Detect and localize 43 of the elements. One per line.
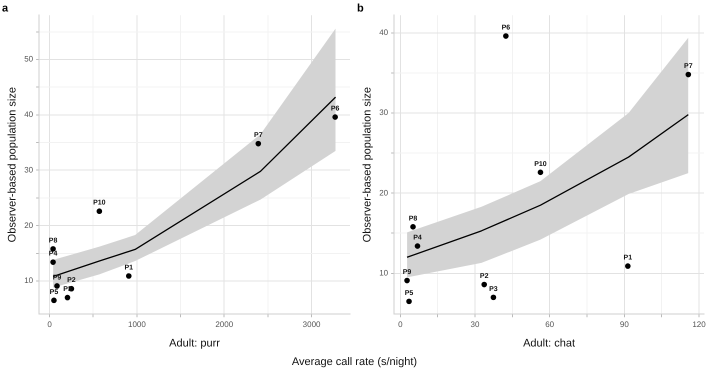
point: [96, 208, 102, 214]
point: [256, 140, 262, 146]
y-tick-label: 30: [379, 108, 389, 118]
x-tick-label: 1000: [128, 320, 146, 330]
y-tick-label: 10: [24, 276, 34, 286]
y-tick-label: 20: [24, 220, 34, 230]
point: [332, 114, 338, 120]
point: [414, 243, 420, 249]
y-tick-label: 40: [24, 110, 34, 120]
y-tick-label: 30: [24, 165, 34, 174]
y-axis-title: Observer-based population size: [362, 87, 374, 242]
point: [481, 282, 488, 288]
point: [404, 278, 410, 284]
point: [64, 294, 70, 300]
y-tick-label: 40: [379, 28, 389, 38]
point: [538, 170, 544, 176]
x-tick-label: 120: [692, 320, 706, 330]
point: [625, 263, 631, 269]
chart-title: a: [2, 2, 9, 15]
text: Average call rate (s/night): [290, 356, 418, 368]
x-tick-label: 2000: [215, 320, 234, 330]
x-tick-label: 90: [620, 320, 630, 330]
point: [406, 298, 412, 304]
x-tick-label: 0: [398, 320, 404, 330]
point: [490, 294, 496, 300]
x-axis-title: Adult: purr: [169, 337, 220, 350]
y-tick-label: 20: [379, 188, 389, 198]
point: [126, 273, 132, 279]
point: [503, 33, 509, 39]
x-tick-label: 0: [47, 320, 52, 330]
y-axis-title: Observer-based population size: [6, 87, 19, 242]
x-axis-title: Adult: chat: [523, 337, 576, 350]
point: [54, 283, 60, 289]
y-tick-label: 10: [379, 268, 389, 278]
chart-title: b: [357, 2, 364, 15]
y-tick-label: 50: [24, 54, 34, 64]
point: [51, 298, 57, 304]
x-tick-label: 30: [470, 320, 480, 330]
point: [50, 259, 56, 265]
x-tick-label: 60: [545, 320, 555, 330]
point: [410, 224, 416, 230]
x-tick-label: 3000: [302, 320, 322, 330]
point: [686, 72, 692, 78]
